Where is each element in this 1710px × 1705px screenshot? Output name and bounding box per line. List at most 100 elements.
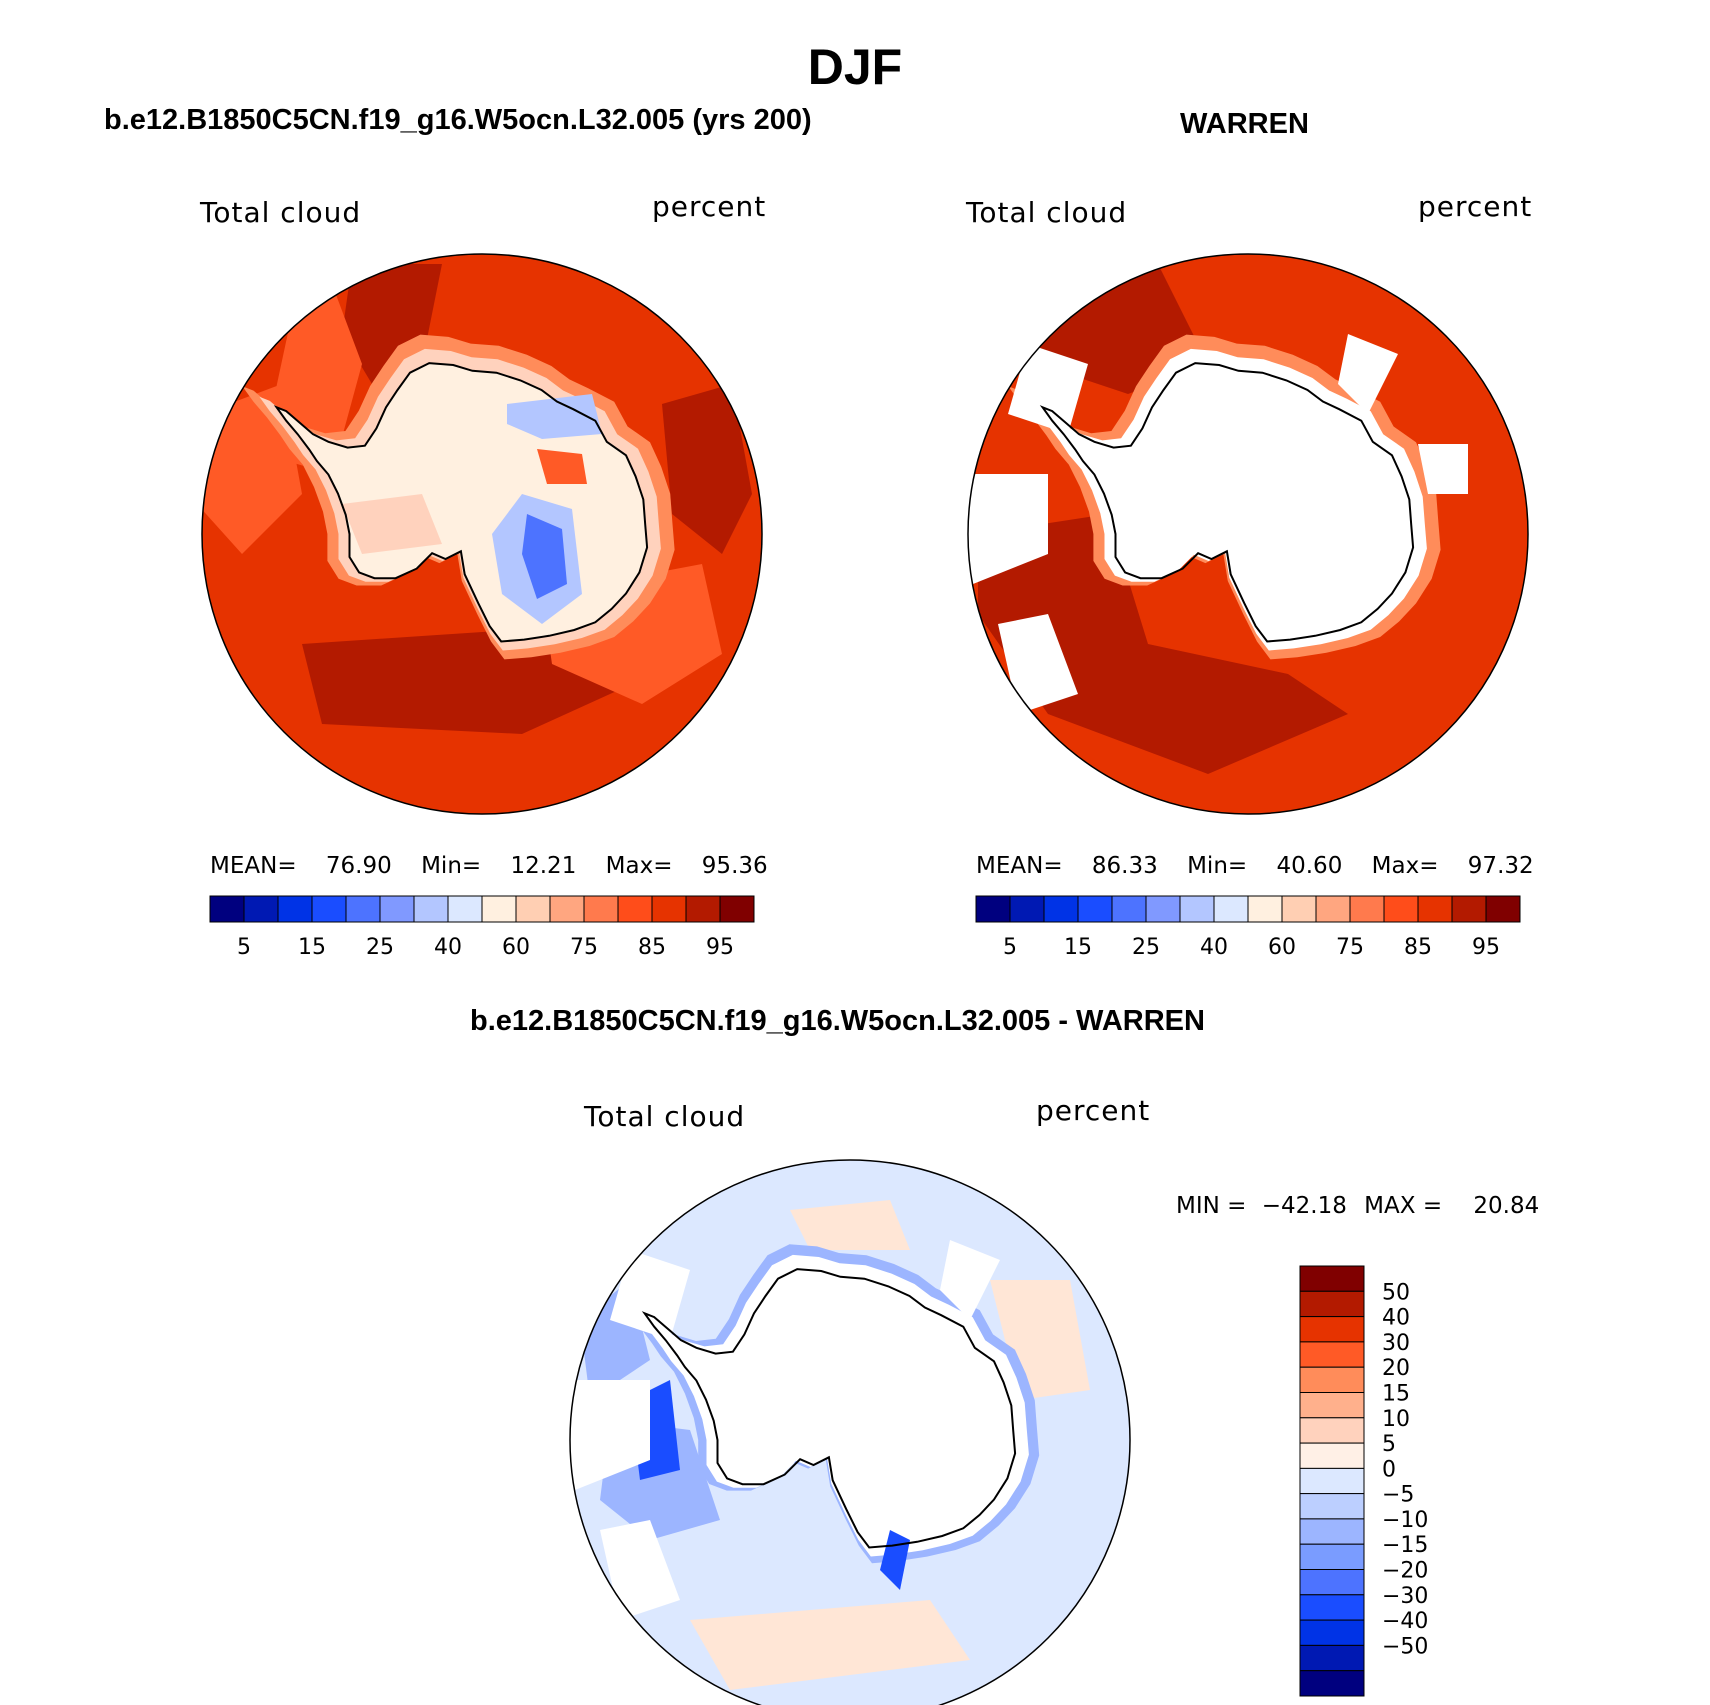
diff-variable-label: Total cloud — [584, 1100, 746, 1133]
model-colorbar-swatch — [549, 895, 585, 923]
obs-colorbar-tick-label: 15 — [1064, 935, 1092, 960]
model-case-title: b.e12.B1850C5CN.f19_g16.W5ocn.L32.005 (y… — [104, 104, 812, 136]
obs-colorbar: 5 15 25 40 60 75 85 95 — [975, 895, 1521, 960]
diff-colorbar-swatch — [1299, 1670, 1365, 1697]
model-mean-label: MEAN= — [210, 853, 297, 879]
diff-colorbar-swatch — [1299, 1392, 1365, 1419]
diff-colorbar-swatch — [1299, 1366, 1365, 1393]
model-colorbar-swatch — [447, 895, 483, 923]
model-colorbar-swatch — [685, 895, 721, 923]
diff-max-value: 20.84 — [1473, 1193, 1540, 1219]
obs-missing-nw — [1008, 344, 1088, 434]
obs-colorbar-swatch — [1383, 895, 1419, 923]
obs-field-plateau — [1025, 348, 1427, 651]
model-colorbar-swatch — [583, 895, 619, 923]
model-map — [202, 254, 762, 814]
obs-mean-label: MEAN= — [976, 853, 1063, 879]
diff-colorbar-swatch — [1299, 1417, 1365, 1444]
obs-missing-west — [968, 474, 1048, 594]
obs-variable-label: Total cloud — [966, 196, 1128, 229]
model-colorbar-swatch — [413, 895, 449, 923]
model-colorbar-swatch — [209, 895, 245, 923]
diff-colorbar-tick-label: 5 — [1382, 1432, 1396, 1457]
diff-colorbar-swatch — [1299, 1594, 1365, 1621]
model-colorbar-tick-label: 95 — [706, 935, 734, 960]
diff-missing-west — [570, 1380, 650, 1500]
obs-colorbar-swatch — [1179, 895, 1215, 923]
model-colorbar-swatch — [345, 895, 381, 923]
model-colorbar-tick-label: 5 — [237, 935, 251, 960]
obs-colorbar-tick-label: 75 — [1336, 935, 1364, 960]
diff-colorbar-tick-label: 10 — [1382, 1407, 1410, 1432]
model-colorbar-swatch — [617, 895, 653, 923]
diff-coastline — [641, 1268, 1017, 1549]
obs-colorbar-swatch — [1247, 895, 1283, 923]
diff-colorbar-tick-label: 20 — [1382, 1356, 1410, 1381]
diff-colorbar-swatch — [1299, 1341, 1365, 1368]
diff-colorbar-swatch — [1299, 1644, 1365, 1672]
model-colorbar-swatch — [515, 895, 551, 923]
obs-colorbar-tick-label: 25 — [1132, 935, 1160, 960]
diff-units-label: percent — [1036, 1094, 1151, 1127]
diff-colorbar-tick-label: −30 — [1382, 1584, 1428, 1609]
obs-colorbar-swatch — [1077, 895, 1113, 923]
model-field-low-east — [507, 394, 602, 439]
obs-mean-value: 86.33 — [1091, 853, 1158, 879]
obs-colorbar-swatch — [1043, 895, 1079, 923]
diff-colorbar-tick-label: 30 — [1382, 1331, 1410, 1356]
obs-colorbar-swatch — [1485, 895, 1521, 923]
obs-max-value: 97.32 — [1467, 853, 1534, 879]
model-field-lowest — [522, 514, 567, 599]
model-field-ross — [342, 494, 442, 554]
obs-colorbar-swatch — [1145, 895, 1181, 923]
obs-colorbar-swatch — [1349, 895, 1385, 923]
diff-missing-ne — [940, 1240, 1000, 1320]
model-colorbar-tick-label: 40 — [434, 935, 462, 960]
model-max-value: 95.36 — [701, 853, 768, 879]
obs-colorbar-swatch — [1213, 895, 1249, 923]
diff-map-border — [569, 1159, 1131, 1705]
diff-field-plateau — [627, 1254, 1029, 1557]
diff-colorbar-swatch — [1299, 1442, 1365, 1469]
model-colorbar-swatch — [277, 895, 313, 923]
model-colorbar-tick-label: 85 — [638, 935, 666, 960]
diff-minmax: MIN = −42.18 MAX = 20.84 — [1176, 1193, 1539, 1219]
obs-colorbar-swatch — [1315, 895, 1351, 923]
diff-colorbar-tick-label: 40 — [1382, 1306, 1410, 1331]
model-units-label: percent — [652, 190, 767, 223]
obs-colorbar-swatch — [1281, 895, 1317, 923]
diff-missing-sw — [600, 1520, 680, 1620]
diff-colorbar-swatch — [1299, 1467, 1365, 1495]
model-max-label: Max= — [605, 853, 673, 879]
model-colorbar-swatch — [481, 895, 517, 923]
diff-colorbar-swatch — [1299, 1569, 1365, 1596]
obs-stats: MEAN= 86.33 Min= 40.60 Max= 97.32 — [976, 853, 1534, 879]
model-colorbar-swatch — [719, 895, 755, 923]
obs-colorbar-swatch — [1417, 895, 1453, 923]
diff-colorbar-tick-label: −10 — [1382, 1508, 1428, 1533]
diff-colorbar-tick-label: −5 — [1382, 1483, 1414, 1508]
diff-colorbar-swatch — [1299, 1493, 1365, 1520]
diff-map — [570, 1160, 1130, 1705]
obs-missing-sw — [998, 614, 1078, 714]
diff-colorbar-tick-label: 15 — [1382, 1382, 1410, 1407]
obs-map-border — [967, 253, 1529, 815]
obs-colorbar-swatch — [1009, 895, 1045, 923]
diff-field-pos-south — [690, 1600, 970, 1690]
obs-max-label: Max= — [1371, 853, 1439, 879]
model-colorbar-tick-label: 15 — [298, 935, 326, 960]
model-variable-label: Total cloud — [200, 196, 362, 229]
diff-colorbar-tick-label: 0 — [1382, 1457, 1396, 1482]
diff-colorbar-tick-label: 50 — [1382, 1280, 1410, 1305]
diff-case-title: b.e12.B1850C5CN.f19_g16.W5ocn.L32.005 - … — [470, 1005, 1205, 1037]
obs-min-value: 40.60 — [1276, 853, 1343, 879]
model-colorbar-tick-label: 75 — [570, 935, 598, 960]
obs-coastline — [1039, 362, 1415, 643]
diff-colorbar-tick-label: −15 — [1382, 1533, 1428, 1558]
model-colorbar-swatch — [379, 895, 415, 923]
diff-field-pos-north — [790, 1200, 910, 1250]
obs-colorbar-swatch — [975, 895, 1011, 923]
model-field-high-east — [662, 384, 752, 554]
obs-colorbar-swatch — [1111, 895, 1147, 923]
diff-colorbar-tick-label: −20 — [1382, 1559, 1428, 1584]
